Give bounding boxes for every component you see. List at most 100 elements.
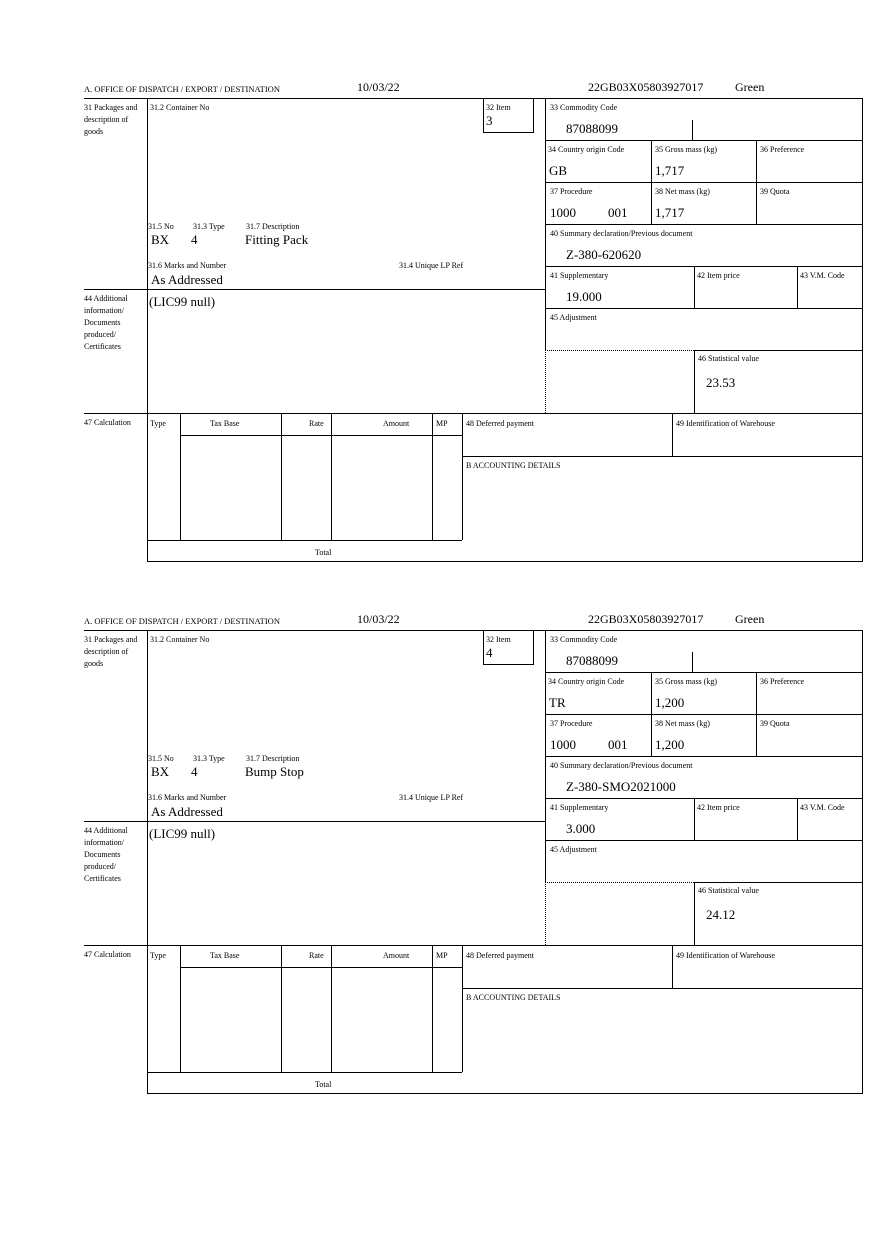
gross-mass: 1,717 bbox=[655, 163, 685, 178]
commodity-code: 87088099 bbox=[566, 653, 618, 668]
summary-document: Z-380-SMO2021000 bbox=[566, 779, 676, 794]
form-border bbox=[147, 630, 863, 1094]
divider bbox=[462, 456, 863, 457]
type-label: 31.3 Type bbox=[193, 222, 225, 231]
divider bbox=[147, 540, 462, 541]
procedure-label: 37 Procedure bbox=[550, 719, 593, 728]
divider bbox=[692, 120, 693, 140]
divider bbox=[694, 266, 695, 308]
calc-amount-header: Amount bbox=[383, 419, 410, 428]
divider bbox=[432, 945, 433, 1072]
divider bbox=[84, 98, 148, 99]
packages-label: 31 Packages and description of goods bbox=[84, 635, 138, 668]
item-price-label: 42 Item price bbox=[697, 271, 740, 280]
divider bbox=[84, 630, 148, 631]
package-kind: BX bbox=[151, 232, 170, 247]
divider bbox=[545, 350, 694, 351]
gross-mass-label: 35 Gross mass (kg) bbox=[655, 145, 717, 154]
item-label: 32 Item bbox=[486, 103, 511, 112]
divider bbox=[545, 350, 546, 413]
calculation-label: 47 Calculation bbox=[84, 950, 131, 959]
divider bbox=[672, 945, 673, 988]
supplementary-units: 3.000 bbox=[566, 821, 596, 836]
vm-code-label: 43 V.M. Code bbox=[800, 803, 845, 812]
accounting-details-label: B ACCOUNTING DETAILS bbox=[466, 461, 561, 470]
additional-info-label: 44 Additional information/ Documents pro… bbox=[84, 826, 128, 883]
divider bbox=[462, 945, 463, 1072]
additional-info-value: (LIC99 null) bbox=[149, 826, 216, 841]
vm-code-label: 43 V.M. Code bbox=[800, 271, 845, 280]
divider bbox=[432, 413, 433, 540]
marks-label: 31.6 Marks and Number bbox=[148, 261, 227, 270]
gross-mass-label: 35 Gross mass (kg) bbox=[655, 677, 717, 686]
divider bbox=[797, 798, 798, 840]
goods-description: Fitting Pack bbox=[245, 232, 309, 247]
divider bbox=[84, 413, 863, 414]
country-label: 34 Country origin Code bbox=[548, 145, 625, 154]
gross-mass: 1,200 bbox=[655, 695, 685, 710]
divider bbox=[84, 289, 546, 290]
container-label: 31.2 Container No bbox=[150, 635, 210, 644]
statistical-label: 46 Statistical value bbox=[698, 354, 759, 363]
divider bbox=[545, 182, 863, 183]
net-mass-label: 38 Net mass (kg) bbox=[655, 187, 710, 196]
calc-tax-base-header: Tax Base bbox=[210, 951, 240, 960]
item-number: 4 bbox=[486, 645, 493, 660]
calc-rate-header: Rate bbox=[309, 419, 324, 428]
declaration-date: 10/03/22 bbox=[357, 612, 400, 626]
supplementary-label: 41 Supplementary bbox=[550, 271, 609, 280]
marks-label: 31.6 Marks and Number bbox=[148, 793, 227, 802]
procedure-extra: 001 bbox=[608, 205, 628, 220]
package-count: 4 bbox=[191, 764, 198, 779]
route-colour: Green bbox=[735, 612, 765, 626]
unique-ref-label: 31.4 Unique LP Ref bbox=[399, 261, 464, 270]
divider bbox=[180, 967, 462, 968]
procedure-code: 1000 bbox=[550, 737, 576, 752]
total-label: Total bbox=[315, 548, 332, 557]
office-label: A. OFFICE OF DISPATCH / EXPORT / DESTINA… bbox=[84, 616, 280, 626]
warehouse-label: 49 Identification of Warehouse bbox=[676, 951, 775, 960]
quota-label: 39 Quota bbox=[760, 187, 790, 196]
divider bbox=[180, 435, 462, 436]
unique-ref-label: 31.4 Unique LP Ref bbox=[399, 793, 464, 802]
divider bbox=[331, 945, 332, 1072]
declaration-date: 10/03/22 bbox=[357, 80, 400, 94]
accounting-details-label: B ACCOUNTING DETAILS bbox=[466, 993, 561, 1002]
supplementary-units: 19.000 bbox=[566, 289, 602, 304]
calc-type-header: Type bbox=[150, 951, 166, 960]
divider bbox=[545, 266, 863, 267]
packages-label: 31 Packages and description of goods bbox=[84, 103, 138, 136]
net-mass: 1,200 bbox=[655, 737, 685, 752]
office-label: A. OFFICE OF DISPATCH / EXPORT / DESTINA… bbox=[84, 84, 280, 94]
goods-description: Bump Stop bbox=[245, 764, 304, 779]
commodity-label: 33 Commodity Code bbox=[550, 635, 618, 644]
adjustment-label: 45 Adjustment bbox=[550, 313, 597, 322]
marks-value: As Addressed bbox=[151, 804, 223, 819]
divider bbox=[545, 224, 863, 225]
deferred-payment-label: 48 Deferred payment bbox=[466, 951, 534, 960]
summary-label: 40 Summary declaration/Previous document bbox=[550, 761, 693, 770]
divider bbox=[545, 882, 546, 945]
divider bbox=[694, 882, 863, 883]
divider bbox=[545, 840, 863, 841]
adjustment-label: 45 Adjustment bbox=[550, 845, 597, 854]
preference-label: 36 Preference bbox=[760, 677, 805, 686]
calc-amount-header: Amount bbox=[383, 951, 410, 960]
divider bbox=[694, 350, 863, 351]
summary-label: 40 Summary declaration/Previous document bbox=[550, 229, 693, 238]
customs-declaration-item: A. OFFICE OF DISPATCH / EXPORT / DESTINA… bbox=[0, 80, 882, 570]
divider bbox=[281, 413, 282, 540]
country-origin: TR bbox=[549, 695, 566, 710]
divider bbox=[545, 756, 863, 757]
summary-document: Z-380-620620 bbox=[566, 247, 642, 262]
item-box bbox=[483, 98, 534, 133]
statistical-value: 24.12 bbox=[706, 907, 736, 922]
divider bbox=[545, 672, 863, 673]
package-count: 4 bbox=[191, 232, 198, 247]
preference-label: 36 Preference bbox=[760, 145, 805, 154]
divider bbox=[462, 413, 463, 540]
customs-declaration-item: A. OFFICE OF DISPATCH / EXPORT / DESTINA… bbox=[0, 612, 882, 1102]
description-label: 31.7 Description bbox=[246, 222, 300, 231]
item-box bbox=[483, 630, 534, 665]
container-label: 31.2 Container No bbox=[150, 103, 210, 112]
